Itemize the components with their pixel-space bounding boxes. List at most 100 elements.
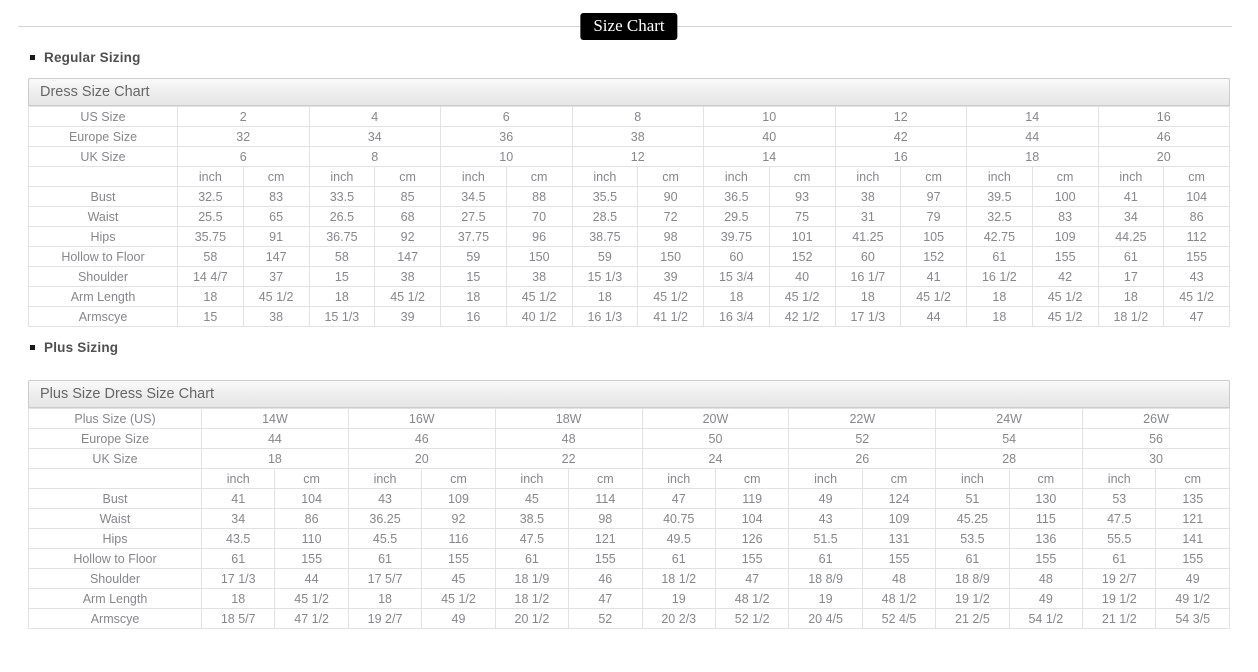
measurement-value-cell: 17 1/3 [200,568,276,589]
row-label-cell: Europe Size [28,126,178,147]
measurement-value-cell: 49 1/2 [1155,588,1230,609]
measurement-value-cell: 43.5 [200,528,276,549]
measurement-value-cell: 47 [568,588,643,609]
measurement-value-cell: 41 [900,266,967,287]
measurement-value-cell: 17 5/7 [347,568,423,589]
section-regular-sizing: Regular Sizing Dress Size Chart US Size 2… [28,50,1230,327]
measurement-value-cell: 124 [861,488,937,509]
unit-cell: inch [935,468,1010,489]
row-label-cell: Arm Length [28,588,202,609]
measurement-value-cell: 114 [568,488,643,509]
row-label-cell [28,166,178,187]
measurement-value-cell: 18 [200,588,276,609]
plus-sizing-heading-label: Plus Sizing [44,340,119,355]
unit-cell: inch [347,468,423,489]
measurement-row: Waist 34 86 36.25 92 38.5 98 40.75 104 43 109 45.25… [28,508,1230,529]
measurement-value-cell: 20 1/2 [494,608,570,629]
measurement-value-cell: 43 [788,508,863,529]
measurement-value-cell: 55.5 [1082,528,1157,549]
measurement-value-cell: 19 [788,588,863,609]
size-value-cell: 12 [571,146,704,167]
measurement-value-cell: 86 [274,508,349,529]
row-label-cell: Hips [28,226,178,247]
measurement-value-cell: 18 [440,286,507,307]
measurement-value-cell: 41 [200,488,276,509]
measurement-value-cell: 20 4/5 [788,608,863,629]
measurement-value-cell: 79 [900,206,967,227]
measurement-value-cell: 28.5 [571,206,639,227]
measurement-value-cell: 25.5 [177,206,244,227]
measurement-value-cell: 15 [177,306,244,327]
measurement-value-cell: 115 [1008,508,1084,529]
measurement-value-cell: 53 [1082,488,1157,509]
unit-cell: cm [1008,468,1084,489]
measurement-value-cell: 45 [494,488,570,509]
measurement-value-cell: 29.5 [703,206,770,227]
measurement-value-cell: 37.75 [440,226,507,247]
measurement-value-cell: 126 [714,528,790,549]
unit-cell: cm [242,166,310,187]
measurement-value-cell: 15 1/3 [308,306,376,327]
size-value-cell: 50 [641,428,790,449]
measurement-value-cell: 130 [1008,488,1084,509]
measurement-value-cell: 110 [274,528,349,549]
measurement-value-cell: 45 1/2 [768,286,836,307]
measurement-value-cell: 34.5 [440,186,507,207]
measurement-value-cell: 16 1/7 [834,266,902,287]
size-value-cell: 46 [1097,126,1230,147]
size-value-cell: 48 [494,428,643,449]
measurement-value-cell: 34 [1097,206,1165,227]
measurement-value-cell: 38.5 [494,508,570,529]
measurement-value-cell: 19 [641,588,716,609]
measurement-value-cell: 39.5 [966,186,1033,207]
measurement-value-cell: 46 [568,568,643,589]
measurement-value-cell: 49 [1155,568,1230,589]
measurement-value-cell: 42.75 [966,226,1033,247]
measurement-value-cell: 44.25 [1097,226,1165,247]
measurement-value-cell: 53.5 [935,528,1010,549]
unit-cell: cm [505,166,573,187]
measurement-value-cell: 86 [1163,206,1230,227]
measurement-value-cell: 48 [1008,568,1084,589]
unit-cell: inch [494,468,570,489]
size-value-cell: 18W [494,408,643,429]
measurement-value-cell: 70 [505,206,573,227]
measurement-value-cell: 19 1/2 [1082,588,1157,609]
regular-sizing-heading-label: Regular Sizing [44,50,141,65]
measurement-value-cell: 48 1/2 [714,588,790,609]
measurement-value-cell: 43 [1163,266,1230,287]
measurement-row: Bust 32.5 83 33.5 85 34.5 88 35.5 90 36.5 93 38 97 39… [28,186,1230,207]
measurement-value-cell: 104 [1163,186,1230,207]
measurement-value-cell: 18 [177,286,244,307]
size-value-cell: 2 [177,106,310,127]
measurement-value-cell: 36.75 [308,226,376,247]
row-label-cell: UK Size [28,448,202,469]
measurement-value-cell: 14 4/7 [177,266,244,287]
size-value-cell: 16 [834,146,967,167]
measurement-value-cell: 54 1/2 [1008,608,1084,629]
unit-cell: inch [308,166,376,187]
measurement-value-cell: 15 3/4 [703,266,770,287]
measurement-value-cell: 75 [768,206,836,227]
row-label-cell: Hips [28,528,202,549]
unit-cell: cm [900,166,967,187]
measurement-value-cell: 83 [242,186,310,207]
size-value-cell: 18 [201,448,349,469]
measurement-value-cell: 147 [242,246,310,267]
measurement-value-cell: 93 [768,186,836,207]
measurement-value-cell: 104 [714,508,790,529]
unit-row: inch cm inch cm inch cm inch cm inch cm inch cm inch… [28,468,1230,489]
measurement-value-cell: 18 [834,286,902,307]
unit-cell: cm [714,468,790,489]
unit-cell: inch [966,166,1033,187]
measurement-value-cell: 45 1/2 [1031,286,1099,307]
size-header-row: Europe Size 44 46 48 50 52 54 56 [28,428,1230,449]
measurement-value-cell: 47.5 [494,528,570,549]
measurement-value-cell: 49 [421,608,496,629]
measurement-value-cell: 54 3/5 [1155,608,1230,629]
measurement-value-cell: 45 1/2 [1031,306,1099,327]
size-value-cell: 26W [1082,408,1230,429]
plus-sizing-heading: Plus Sizing [30,340,1230,355]
measurement-value-cell: 91 [242,226,310,247]
unit-cell: inch [703,166,770,187]
